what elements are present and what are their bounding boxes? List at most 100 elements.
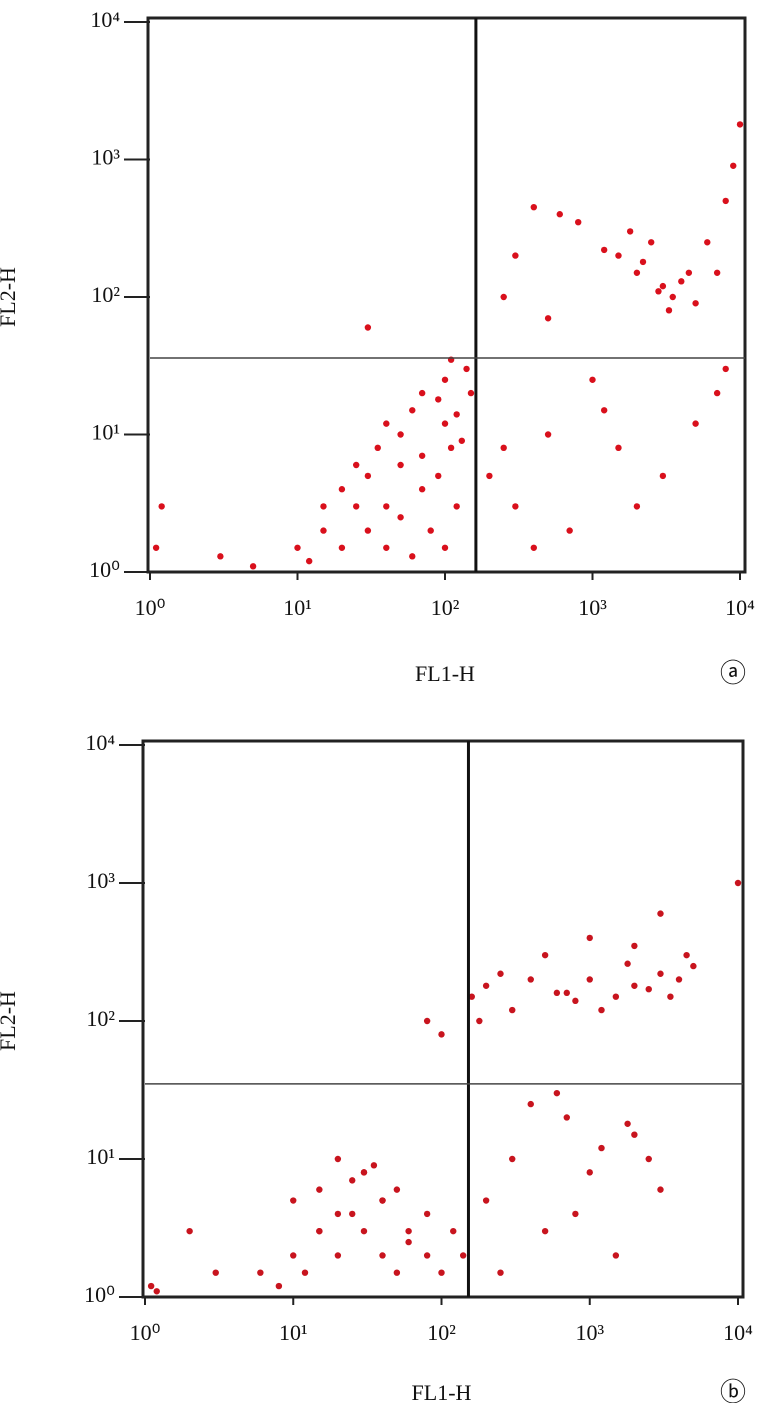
data-point (463, 365, 470, 373)
data-point (423, 1210, 431, 1218)
data-point (379, 1252, 386, 1259)
data-point (338, 544, 346, 551)
data-point (657, 910, 664, 917)
data-point (586, 976, 593, 983)
y-tick-label: 10³ (91, 145, 120, 170)
data-point (647, 239, 655, 246)
data-point (217, 553, 224, 560)
data-point (459, 1252, 467, 1259)
data-point (665, 307, 673, 314)
data-point (631, 1131, 638, 1138)
data-point (409, 407, 416, 414)
data-point (683, 951, 690, 959)
data-point (713, 269, 721, 276)
data-point (586, 1169, 593, 1176)
data-point (435, 396, 442, 403)
x-tick-label: 10³ (578, 595, 607, 620)
data-point (655, 288, 662, 295)
data-point (320, 527, 327, 534)
data-point (450, 1227, 457, 1235)
data-point (586, 934, 593, 942)
data-point (435, 472, 442, 480)
data-point (563, 989, 570, 997)
data-point (158, 503, 165, 510)
data-point (290, 1252, 297, 1259)
data-point (633, 269, 641, 276)
data-point (675, 976, 683, 983)
data-point (631, 982, 638, 989)
data-point (397, 514, 404, 521)
x-tick-label: 10¹ (283, 595, 312, 620)
data-point (553, 1089, 561, 1097)
y-tick-label: 10⁰ (84, 1282, 115, 1307)
data-point (541, 1227, 549, 1235)
data-point (497, 970, 504, 977)
data-point (544, 431, 552, 438)
data-point (624, 960, 631, 967)
data-point (556, 211, 563, 218)
data-point (685, 269, 693, 276)
y-tick-label: 10² (91, 282, 120, 307)
data-point (509, 1155, 516, 1163)
data-point (364, 527, 372, 534)
data-point (360, 1169, 368, 1176)
data-point (438, 1031, 445, 1038)
data-point (624, 1120, 631, 1127)
data-point (669, 293, 676, 301)
data-point (290, 1197, 297, 1204)
data-point (397, 461, 404, 469)
data-point (405, 1227, 412, 1235)
y-tick-label: 10³ (86, 868, 115, 893)
data-point (393, 1186, 401, 1193)
data-point (453, 411, 460, 418)
data-point (482, 982, 490, 989)
data-point (692, 420, 699, 427)
data-point (349, 1210, 356, 1218)
data-point (476, 1017, 483, 1025)
plot-frame (146, 16, 747, 574)
data-point (657, 970, 664, 977)
data-point (438, 1269, 445, 1276)
data-point (338, 486, 346, 493)
data-point (418, 389, 426, 397)
data-point (598, 1006, 605, 1014)
data-point (530, 203, 538, 211)
data-point (497, 1269, 504, 1276)
data-point (612, 993, 620, 1000)
data-point (186, 1227, 193, 1235)
data-point (212, 1269, 219, 1276)
x-tick-label: 10³ (575, 1320, 604, 1345)
y-tick-label: 10⁴ (85, 730, 115, 755)
data-point (352, 503, 360, 510)
data-point (374, 444, 381, 452)
data-point (512, 503, 519, 510)
data-point (249, 563, 257, 570)
data-point (645, 985, 652, 993)
x-tick-label: 10² (431, 595, 460, 620)
data-point (486, 472, 493, 480)
data-point (316, 1186, 323, 1193)
data-point (667, 993, 674, 1000)
y-tick-label: 10² (86, 1006, 115, 1031)
data-point (612, 1252, 620, 1259)
y-tick-label: 10¹ (86, 1144, 115, 1169)
data-point (334, 1155, 342, 1163)
data-point (147, 1282, 155, 1290)
data-point (453, 503, 460, 510)
data-point (633, 503, 641, 510)
data-point (572, 997, 579, 1005)
data-point (482, 1197, 490, 1204)
data-point (553, 989, 561, 997)
panel-label: ⓑ (720, 1378, 746, 1403)
data-point (152, 544, 160, 551)
data-point (393, 1269, 401, 1276)
data-point (383, 503, 390, 510)
data-point (544, 315, 552, 322)
data-point (397, 431, 404, 438)
data-point (730, 162, 737, 169)
data-point (418, 452, 426, 459)
data-point (659, 472, 667, 480)
x-tick-label: 10¹ (279, 1320, 308, 1345)
data-point (692, 300, 699, 307)
